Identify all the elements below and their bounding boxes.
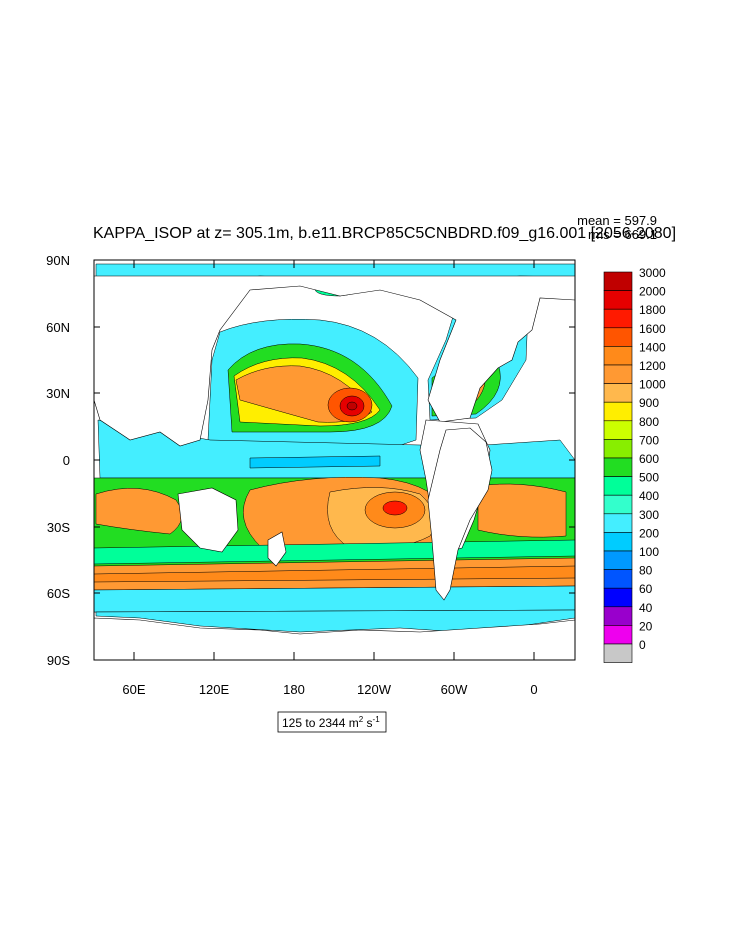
lon-label-120w: 120W	[357, 682, 392, 697]
colorbar-label: 40	[639, 601, 653, 615]
range-label-sup2: -1	[373, 715, 381, 724]
lat-label-30n: 30N	[46, 386, 70, 401]
new-zealand	[267, 531, 287, 567]
colorbar-swatch	[603, 290, 633, 310]
colorbar-label: 1000	[639, 378, 666, 392]
range-label-box	[277, 711, 387, 733]
eurasia	[94, 275, 575, 447]
rms-stat: rms = 669.1	[588, 227, 657, 242]
colorbar-label: 0	[639, 638, 646, 652]
lon-label-180: 180	[283, 682, 305, 697]
colorbar: 3000200018001600140012001000900800700600…	[603, 266, 666, 663]
colorbar-label: 60	[639, 582, 653, 596]
range-label-text: 125 to 2344 m	[282, 716, 359, 730]
colorbar-swatch	[603, 513, 633, 533]
colorbar-label: 900	[639, 396, 659, 410]
colorbar-swatch	[603, 550, 633, 570]
colorbar-swatch	[603, 606, 633, 626]
map-field	[94, 260, 575, 660]
colorbar-label: 80	[639, 564, 653, 578]
colorbar-label: 1400	[639, 340, 666, 354]
colorbar-swatch	[603, 569, 633, 589]
colorbar-swatch	[603, 364, 633, 384]
colorbar-label: 800	[639, 415, 659, 429]
south-america	[427, 427, 493, 601]
colorbar-swatch	[603, 625, 633, 645]
mean-stat: mean = 597.9	[577, 213, 657, 228]
colorbar-label: 1600	[639, 322, 666, 336]
lat-label-30s: 30S	[47, 520, 70, 535]
colorbar-label: 1200	[639, 359, 666, 373]
colorbar-swatch	[603, 420, 633, 440]
colorbar-swatch	[603, 346, 633, 366]
lon-axis	[133, 260, 535, 660]
colorbar-label: 1800	[639, 303, 666, 317]
colorbar-label: 400	[639, 489, 659, 503]
plot-title: KAPPA_ISOP at z= 305.1m, b.e11.BRCP85C5C…	[93, 225, 676, 242]
colorbar-label: 2000	[639, 285, 666, 299]
colorbar-swatch	[603, 494, 633, 515]
lon-label-60e: 60E	[122, 682, 145, 697]
colorbar-swatch	[603, 327, 633, 347]
colorbar-swatch	[603, 457, 633, 477]
colorbar-label: 700	[639, 433, 659, 447]
colorbar-label: 100	[639, 545, 659, 559]
colorbar-label: 200	[639, 526, 659, 540]
colorbar-swatch	[603, 271, 633, 291]
lon-label-0: 0	[530, 682, 537, 697]
colorbar-swatch	[603, 643, 633, 663]
lat-label-60s: 60S	[47, 586, 70, 601]
colorbar-label: 20	[639, 619, 653, 633]
colorbar-swatch	[603, 308, 633, 329]
colorbar-swatch	[603, 587, 633, 608]
lat-axis	[94, 259, 575, 661]
lat-label-90n: 90N	[46, 253, 70, 268]
range-label-mid: s	[363, 716, 372, 730]
lon-label-60w: 60W	[441, 682, 468, 697]
colorbar-swatch	[603, 439, 633, 459]
colorbar-label: 3000	[639, 266, 666, 280]
lat-label-60n: 60N	[46, 320, 70, 335]
range-label: 125 to 2344 m2 s-1	[282, 715, 380, 730]
colorbar-swatch	[603, 401, 633, 422]
australia	[177, 487, 239, 553]
lon-label-120e: 120E	[199, 682, 230, 697]
colorbar-label: 300	[639, 508, 659, 522]
colorbar-swatch	[603, 383, 633, 403]
antarctica	[94, 617, 575, 660]
lat-label-eq: 0	[63, 453, 70, 468]
range-label-sup1: 2	[359, 715, 364, 724]
colorbar-label: 500	[639, 471, 659, 485]
colorbar-label: 600	[639, 452, 659, 466]
colorbar-swatch	[603, 532, 633, 552]
colorbar-swatch	[603, 476, 633, 496]
lat-label-90s: 90S	[47, 653, 70, 668]
